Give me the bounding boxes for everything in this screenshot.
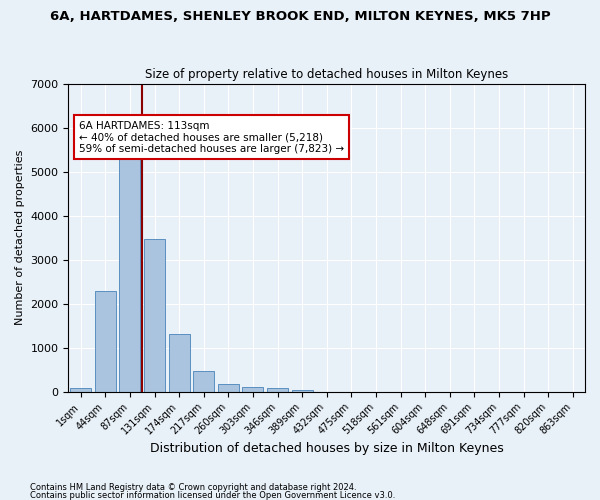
Bar <box>242 388 263 392</box>
Bar <box>70 388 91 392</box>
Text: 6A HARTDAMES: 113sqm
← 40% of detached houses are smaller (5,218)
59% of semi-de: 6A HARTDAMES: 113sqm ← 40% of detached h… <box>79 120 344 154</box>
X-axis label: Distribution of detached houses by size in Milton Keynes: Distribution of detached houses by size … <box>150 442 503 455</box>
Bar <box>292 390 313 392</box>
Bar <box>218 384 239 392</box>
Text: Contains public sector information licensed under the Open Government Licence v3: Contains public sector information licen… <box>30 490 395 500</box>
Text: Contains HM Land Registry data © Crown copyright and database right 2024.: Contains HM Land Registry data © Crown c… <box>30 483 356 492</box>
Bar <box>144 240 165 392</box>
Text: 6A, HARTDAMES, SHENLEY BROOK END, MILTON KEYNES, MK5 7HP: 6A, HARTDAMES, SHENLEY BROOK END, MILTON… <box>50 10 550 23</box>
Bar <box>119 150 140 392</box>
Y-axis label: Number of detached properties: Number of detached properties <box>15 150 25 326</box>
Bar <box>95 292 116 392</box>
Bar <box>267 388 288 392</box>
Title: Size of property relative to detached houses in Milton Keynes: Size of property relative to detached ho… <box>145 68 508 81</box>
Bar <box>193 372 214 392</box>
Bar <box>169 334 190 392</box>
